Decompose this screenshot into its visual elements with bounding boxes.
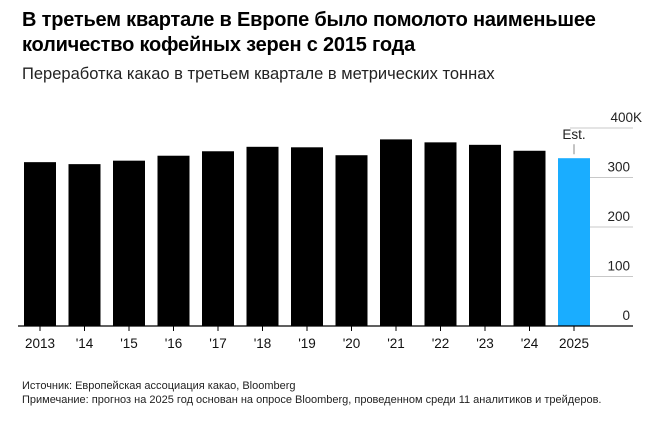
bar — [380, 139, 412, 326]
estimate-annotation: Est. — [562, 127, 585, 142]
y-tick-label: 300 — [607, 160, 630, 175]
source-note: Источник: Европейская ассоциация какао, … — [22, 380, 296, 392]
bar — [24, 162, 56, 326]
bar — [335, 155, 368, 326]
x-tick-label: '15 — [120, 336, 138, 351]
bar — [513, 150, 546, 326]
bar-chart: 0 100 200 300 400K 2013 '14 '15 '16 '17 '18 '19 '20 '… — [18, 110, 642, 351]
bar — [202, 151, 234, 326]
x-tick-label: '17 — [209, 336, 227, 351]
bar — [113, 160, 145, 326]
bar — [157, 155, 190, 326]
x-tick-label: '23 — [476, 336, 494, 351]
x-tick-label: '20 — [343, 336, 361, 351]
bar-estimate — [558, 158, 590, 326]
x-tick-label: '22 — [432, 336, 450, 351]
forecast-note: Примечание: прогноз на 2025 год основан … — [22, 394, 602, 406]
bar — [291, 147, 323, 326]
chart-title: В третьем квартале в Европе было помолот… — [22, 9, 596, 56]
chart-footer: Источник: Европейская ассоциация какао, … — [22, 379, 622, 407]
y-tick-label: 0 — [622, 308, 630, 323]
x-tick-label: 2013 — [25, 336, 55, 351]
x-tick-label: '21 — [387, 336, 405, 351]
x-tick-label: '18 — [254, 336, 272, 351]
chart-subtitle: Переработка какао в третьем квартале в м… — [22, 65, 495, 83]
bar — [469, 144, 501, 326]
x-tick-label: '16 — [165, 336, 183, 351]
y-tick-label: 200 — [607, 209, 630, 224]
x-tick-label: '24 — [521, 336, 539, 351]
x-tick-label: '19 — [298, 336, 316, 351]
y-tick-label: 400K — [610, 110, 642, 125]
bar — [424, 142, 457, 326]
y-tick-label: 100 — [607, 259, 630, 274]
x-tick-label: 2025 — [559, 336, 589, 351]
bar — [246, 146, 279, 326]
bar — [68, 164, 101, 326]
x-tick-label: '14 — [76, 336, 94, 351]
